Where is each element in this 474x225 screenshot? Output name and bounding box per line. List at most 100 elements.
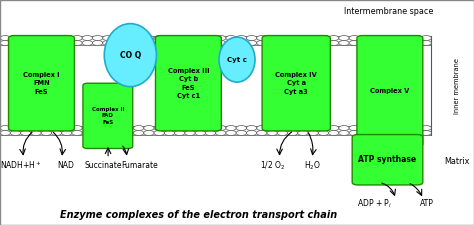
Circle shape [103, 130, 113, 135]
Circle shape [154, 40, 164, 45]
Circle shape [82, 126, 92, 130]
Circle shape [123, 36, 134, 40]
Circle shape [10, 130, 21, 135]
Circle shape [236, 40, 246, 45]
Circle shape [174, 36, 185, 40]
Text: Complex II
FAD
FeS: Complex II FAD FeS [91, 107, 124, 125]
Circle shape [370, 130, 380, 135]
Circle shape [31, 40, 41, 45]
Circle shape [185, 40, 195, 45]
Circle shape [380, 36, 390, 40]
Circle shape [134, 40, 144, 45]
Text: ATP synthase: ATP synthase [358, 155, 417, 164]
Circle shape [401, 40, 411, 45]
Circle shape [113, 126, 123, 130]
Circle shape [298, 36, 308, 40]
Circle shape [123, 126, 134, 130]
Circle shape [144, 130, 154, 135]
Circle shape [380, 126, 390, 130]
Text: ADP + P$_i$: ADP + P$_i$ [357, 197, 392, 210]
Circle shape [339, 40, 349, 45]
Text: 1/2 O$_2$: 1/2 O$_2$ [260, 159, 285, 172]
Circle shape [123, 40, 134, 45]
Circle shape [359, 126, 370, 130]
Circle shape [256, 40, 267, 45]
Circle shape [51, 40, 62, 45]
Circle shape [401, 36, 411, 40]
Circle shape [216, 36, 226, 40]
Circle shape [164, 130, 175, 135]
Circle shape [72, 36, 82, 40]
Circle shape [41, 36, 52, 40]
Circle shape [41, 130, 52, 135]
Circle shape [380, 130, 390, 135]
Circle shape [51, 36, 62, 40]
Circle shape [205, 130, 216, 135]
Circle shape [185, 36, 195, 40]
Circle shape [308, 130, 319, 135]
Circle shape [277, 40, 288, 45]
Circle shape [0, 130, 10, 135]
Circle shape [113, 36, 123, 40]
Circle shape [390, 126, 401, 130]
Text: Complex IV
Cyt a
Cyt a3: Complex IV Cyt a Cyt a3 [275, 72, 317, 95]
Text: CO Q: CO Q [120, 51, 141, 60]
Circle shape [10, 40, 21, 45]
Circle shape [421, 130, 431, 135]
Circle shape [82, 130, 92, 135]
Circle shape [164, 36, 175, 40]
Circle shape [410, 130, 421, 135]
Circle shape [308, 36, 319, 40]
Circle shape [267, 126, 277, 130]
Circle shape [10, 126, 21, 130]
Circle shape [328, 40, 339, 45]
Circle shape [123, 130, 134, 135]
Circle shape [154, 130, 164, 135]
Circle shape [287, 36, 298, 40]
Circle shape [370, 36, 380, 40]
Circle shape [92, 36, 103, 40]
Circle shape [226, 36, 236, 40]
Circle shape [154, 36, 164, 40]
Circle shape [113, 40, 123, 45]
Circle shape [51, 130, 62, 135]
Circle shape [349, 126, 359, 130]
Circle shape [226, 126, 236, 130]
Circle shape [421, 36, 431, 40]
Circle shape [103, 40, 113, 45]
Text: Complex III
Cyt b
FeS
Cyt c1: Complex III Cyt b FeS Cyt c1 [168, 68, 209, 99]
Circle shape [246, 130, 257, 135]
Circle shape [328, 126, 339, 130]
Circle shape [421, 40, 431, 45]
Circle shape [62, 36, 72, 40]
FancyBboxPatch shape [357, 36, 423, 147]
Circle shape [10, 36, 21, 40]
Circle shape [256, 126, 267, 130]
Circle shape [226, 130, 236, 135]
Circle shape [421, 126, 431, 130]
Circle shape [20, 36, 31, 40]
Circle shape [92, 130, 103, 135]
Circle shape [216, 40, 226, 45]
Circle shape [185, 126, 195, 130]
Circle shape [298, 130, 308, 135]
Circle shape [349, 40, 359, 45]
Ellipse shape [104, 24, 156, 87]
Circle shape [113, 130, 123, 135]
Circle shape [359, 36, 370, 40]
Circle shape [246, 126, 257, 130]
Circle shape [410, 36, 421, 40]
Text: Fumarate: Fumarate [121, 161, 158, 170]
Circle shape [144, 126, 154, 130]
Text: Cyt c: Cyt c [227, 57, 247, 63]
Circle shape [62, 126, 72, 130]
Circle shape [298, 40, 308, 45]
Circle shape [72, 130, 82, 135]
Text: NAD: NAD [57, 161, 74, 170]
Circle shape [92, 40, 103, 45]
Circle shape [298, 126, 308, 130]
Circle shape [339, 130, 349, 135]
Circle shape [390, 40, 401, 45]
FancyBboxPatch shape [352, 135, 423, 185]
Circle shape [267, 40, 277, 45]
